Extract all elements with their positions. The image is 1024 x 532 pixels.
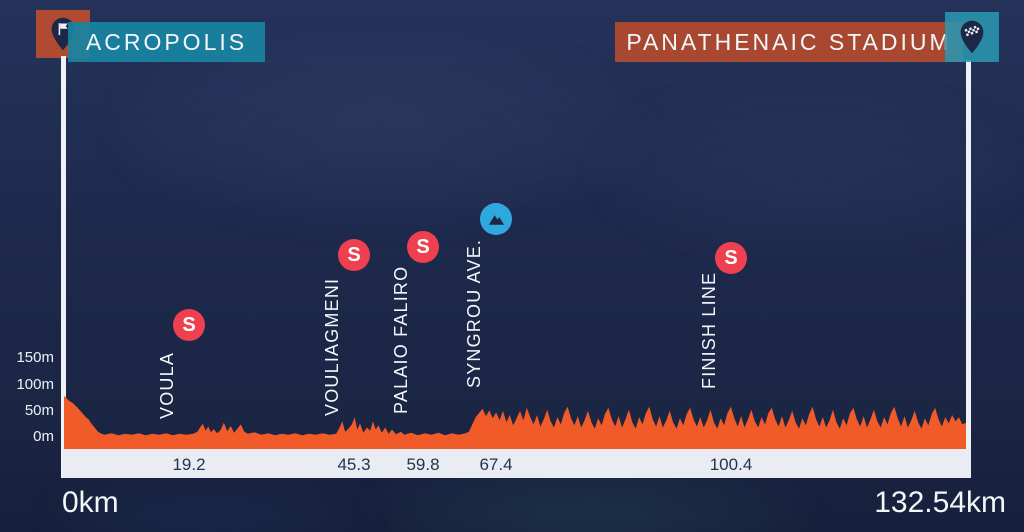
route-point-label: VOULA (157, 351, 177, 419)
finish-checkered-pin-icon (960, 20, 984, 54)
climb-badge-icon (480, 203, 512, 235)
sprint-badge-icon: S (173, 309, 205, 341)
distance-tick-label: 45.3 (337, 455, 371, 474)
elevation-profile-shape (64, 395, 966, 449)
elevation-tick-150m: 150m (16, 349, 54, 366)
route-total-distance: 132.54km (874, 486, 1006, 519)
elevation-tick-0m: 0m (33, 428, 54, 445)
finish-marker-box (945, 12, 999, 62)
route-point-label: PALAIO FALIRO (391, 265, 411, 414)
distance-strip (63, 449, 971, 478)
start-location-banner: ACROPOLIS (68, 22, 265, 62)
distance-tick-label: 100.4 (709, 455, 753, 474)
finish-location-label: PANATHENAIC STADIUM (626, 28, 952, 55)
elevation-tick-100m: 100m (16, 376, 54, 393)
distance-tick-label: 59.8 (406, 455, 440, 474)
route-point-label: FINISH LINE (699, 271, 719, 389)
finish-location-banner: PANATHENAIC STADIUM (615, 22, 963, 62)
route-point-label: SYNGROU AVE. (464, 238, 484, 388)
sprint-badge-icon: S (407, 231, 439, 263)
sprint-badge-icon: S (338, 239, 370, 271)
sprint-badge-icon: S (715, 242, 747, 274)
route-point-label: VOULIAGMENI (322, 277, 342, 416)
distance-tick-label: 19.2 (172, 455, 206, 474)
start-location-label: ACROPOLIS (85, 28, 248, 55)
finish-axis-line (966, 60, 971, 478)
distance-tick-label: 67.4 (479, 455, 513, 474)
elevation-tick-50m: 50m (24, 402, 54, 419)
start-axis-line (61, 56, 66, 478)
route-start-distance: 0km (62, 486, 119, 519)
